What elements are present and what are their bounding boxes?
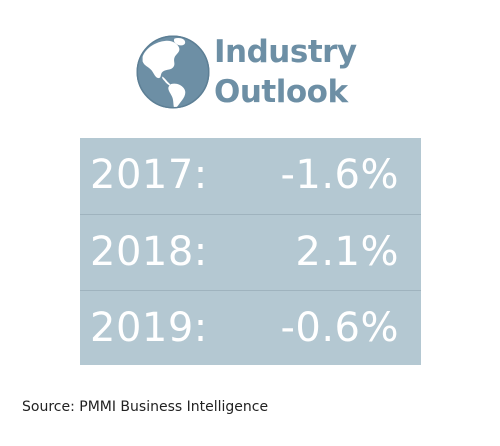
title-line-industry: Industry [214, 34, 357, 70]
industry-outlook-header: Industry Outlook [135, 32, 375, 114]
row-year: 2018: [90, 229, 208, 275]
outlook-row-2019: 2019: -0.6% [80, 290, 421, 366]
page-title: Industry Outlook [214, 32, 374, 112]
row-value: -0.6% [280, 305, 399, 351]
row-year: 2017: [90, 152, 208, 198]
row-value: -1.6% [280, 152, 399, 198]
row-year: 2019: [90, 305, 208, 351]
outlook-row-2017: 2017: -1.6% [80, 138, 421, 213]
row-value: 2.1% [295, 229, 399, 275]
source-caption: Source: PMMI Business Intelligence [22, 399, 269, 415]
outlook-row-2018: 2018: 2.1% [80, 214, 421, 290]
title-line-outlook: Outlook [214, 74, 348, 110]
globe-icon [136, 35, 210, 109]
outlook-table: 2017: -1.6% 2018: 2.1% 2019: -0.6% [80, 138, 421, 365]
